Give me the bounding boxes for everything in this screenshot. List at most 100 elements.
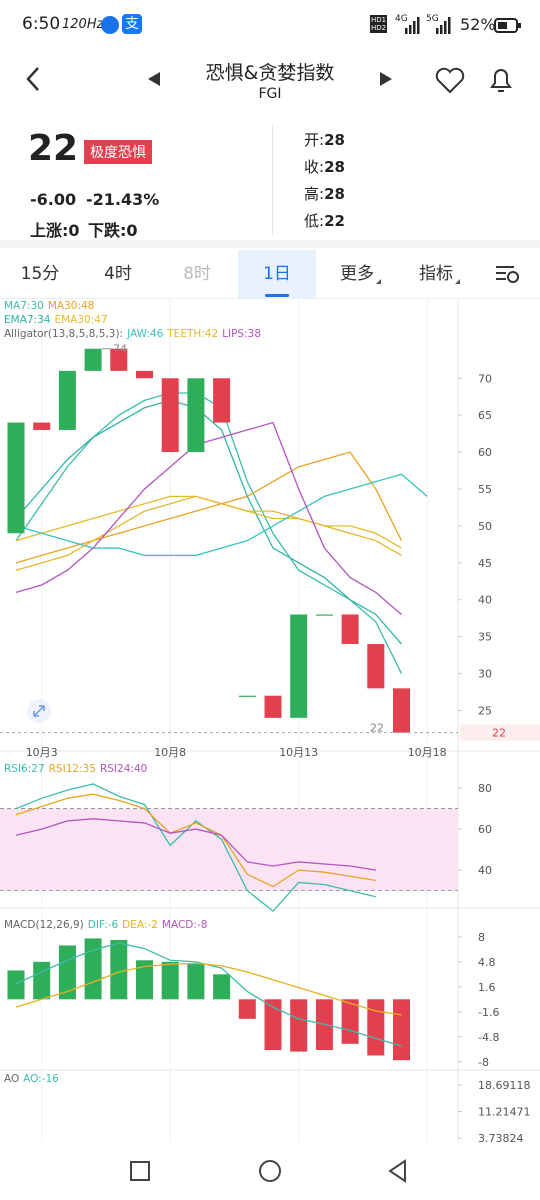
clock: 6:50 — [22, 14, 61, 34]
symbol: FGI — [258, 86, 282, 102]
legend-entry: AO:-16 — [23, 1073, 59, 1085]
y-tick-label: 70 — [478, 372, 492, 385]
bars — [33, 1088, 256, 1143]
change: -6.00 — [30, 190, 77, 209]
indicator-line — [15, 495, 402, 571]
y-tick-label: 30 — [478, 668, 492, 681]
stat-label: 开: — [304, 131, 325, 149]
stat-label: 低: — [304, 212, 325, 230]
y-tick-label: -1.6 — [478, 1006, 499, 1019]
candle — [187, 378, 205, 453]
y-tick-label: 60 — [478, 823, 492, 836]
dropdown-caret — [455, 279, 460, 284]
tab[interactable]: 4时 — [104, 264, 132, 284]
stat-label: 高: — [304, 185, 325, 203]
y-tick-label: 11.21471 — [478, 1106, 531, 1119]
stat-row: 开:28 — [304, 127, 345, 154]
candle — [136, 370, 153, 379]
macd-bar — [136, 960, 153, 1000]
tab[interactable]: 指标 — [419, 264, 453, 284]
back-button[interactable] — [20, 64, 50, 94]
candle — [393, 688, 410, 733]
legend-entry: EMA7:34 — [4, 314, 51, 326]
battery-icon — [494, 18, 521, 33]
legend-entry: DIF:-6 — [88, 919, 119, 931]
macd-bar — [341, 999, 359, 1044]
stat-value: 22 — [324, 212, 345, 230]
tab[interactable]: 15分 — [20, 264, 60, 284]
candle — [367, 644, 385, 689]
legend: AO AO:-16 — [4, 1073, 59, 1085]
legend-entry: JAW:46 — [126, 328, 164, 340]
macd-bar — [393, 999, 410, 1061]
indicator-line — [15, 818, 376, 871]
price: 22 — [28, 128, 79, 169]
macd-bar — [84, 938, 102, 1000]
tab[interactable]: 1日 — [263, 264, 291, 284]
x-tick-label: 10月3 — [26, 746, 58, 759]
last-price-label: 22 — [370, 722, 384, 735]
prev-button[interactable] — [146, 70, 162, 88]
next-button[interactable] — [378, 70, 394, 88]
candle — [110, 348, 128, 371]
tab-indicator — [265, 294, 289, 297]
macd-bar — [110, 939, 128, 1000]
tab[interactable]: 8时 — [183, 264, 211, 284]
candle — [58, 370, 76, 430]
macd-bar — [187, 963, 205, 1000]
legend-header: AO — [4, 1073, 19, 1085]
ao-bar — [213, 1108, 230, 1143]
y-tick-label: 25 — [478, 704, 492, 717]
nav-home[interactable] — [259, 1160, 281, 1182]
candle — [7, 422, 25, 534]
tab[interactable]: 更多 — [340, 264, 374, 284]
max-label: 74 — [113, 343, 127, 356]
stat-value: 28 — [324, 158, 345, 176]
macd-bar — [367, 999, 385, 1056]
legend-entry: RSI24:40 — [100, 763, 147, 775]
y-tick-label: 60 — [478, 446, 492, 459]
count-label: 上涨: — [30, 221, 69, 240]
x-tick-label: 10月18 — [408, 746, 447, 759]
legend: EMA7:34 EMA30:47 — [4, 314, 108, 326]
y-tick-label: 55 — [478, 483, 492, 496]
macd-bar — [213, 974, 231, 1000]
sentiment-tag: 极度恐惧 — [84, 140, 152, 164]
nav-recent[interactable] — [130, 1161, 150, 1181]
legend-entry: RSI12:35 — [49, 763, 96, 775]
y-tick-label: 1.6 — [478, 981, 496, 994]
legend-entry: TEETH:42 — [166, 328, 218, 340]
indicator-line — [15, 451, 403, 564]
macd-bar — [264, 999, 282, 1051]
y-tick-label: 40 — [478, 864, 492, 877]
y-tick-label: -4.8 — [478, 1031, 499, 1044]
ao-bar — [136, 1088, 153, 1143]
legend-entry: MACD:-8 — [162, 919, 207, 931]
legend-header: MACD(12,26,9) — [4, 919, 84, 931]
y-tick-label: 80 — [478, 782, 492, 795]
ao-bar — [59, 1122, 76, 1143]
nav-bar — [0, 1143, 540, 1200]
stat-row: 收:28 — [304, 154, 345, 181]
alert-button[interactable] — [486, 64, 516, 96]
stats: 开:28 收:28 高: 28 低:22 — [304, 127, 345, 235]
count: 下跌:0 — [88, 217, 138, 241]
y-tick-label: 40 — [478, 594, 492, 607]
network-label: 4G — [395, 14, 408, 24]
favorite-button[interactable] — [434, 66, 466, 94]
band — [0, 808, 458, 891]
candle — [84, 348, 102, 371]
candle — [264, 695, 282, 718]
settings-icon[interactable] — [494, 262, 522, 286]
y-tick-label: 50 — [478, 520, 492, 533]
stat-row: 低:22 — [304, 208, 345, 235]
y-tick-label: 35 — [478, 631, 492, 644]
expand-button[interactable] — [26, 698, 52, 724]
signal-icons — [405, 17, 451, 34]
indicator-line — [15, 473, 428, 557]
nav-back[interactable] — [388, 1159, 406, 1183]
y-tick-label: 45 — [478, 557, 492, 570]
macd-bar — [290, 999, 308, 1052]
legend-entry: LIPS:38 — [222, 328, 261, 340]
legend-entry: DEA:-2 — [122, 919, 158, 931]
